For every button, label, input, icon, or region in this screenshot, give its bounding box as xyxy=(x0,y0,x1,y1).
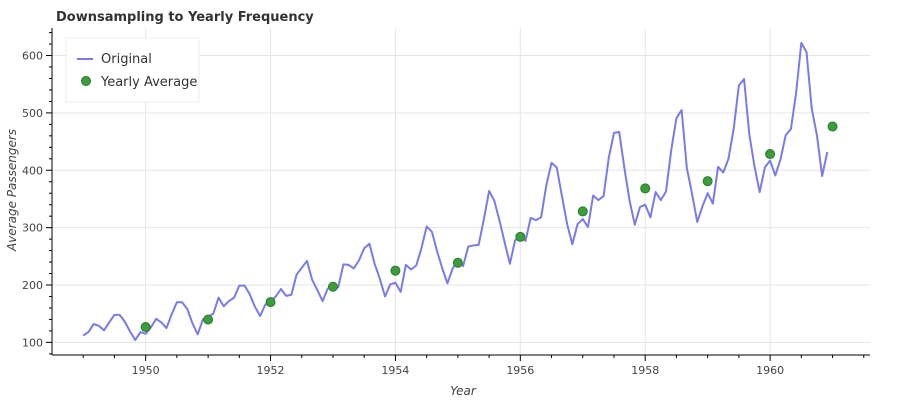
y-tick-label: 400 xyxy=(22,164,43,177)
y-axis-label: Average Passengers xyxy=(5,129,19,252)
axes: 1950 1952 1954 1956 1958 1960 100 200 300 400 500 6… xyxy=(22,28,870,377)
yearly-average-point xyxy=(515,231,526,242)
yearly-average-point xyxy=(577,206,588,217)
legend-marker-swatch xyxy=(81,76,91,86)
y-tick-label: 500 xyxy=(22,107,43,120)
yearly-average-point xyxy=(640,183,651,194)
yearly-average-point xyxy=(265,297,276,308)
yearly-average-point xyxy=(702,176,713,187)
x-tick-label: 1954 xyxy=(381,364,409,377)
y-tick-label: 600 xyxy=(22,50,43,63)
x-tick-label: 1950 xyxy=(132,364,160,377)
y-tick-label: 100 xyxy=(22,336,43,349)
yearly-average-point xyxy=(327,281,338,292)
chart-title: Downsampling to Yearly Frequency xyxy=(56,10,314,25)
legend-label-original: Original xyxy=(101,52,152,67)
yearly-average-point xyxy=(765,149,776,160)
yearly-average-point xyxy=(390,265,401,276)
x-tick-label: 1958 xyxy=(631,364,659,377)
grid xyxy=(52,28,870,355)
x-tick-label: 1952 xyxy=(257,364,285,377)
yearly-average-point xyxy=(140,322,151,333)
legend-label-yearly-average: Yearly Average xyxy=(100,75,197,90)
y-tick-label: 300 xyxy=(22,222,43,235)
yearly-average-point xyxy=(203,314,214,325)
x-axis-label: Year xyxy=(450,384,477,398)
plot-area xyxy=(82,41,838,342)
y-tick-label: 200 xyxy=(22,279,43,292)
legend-box xyxy=(65,37,200,103)
yearly-average-point xyxy=(827,121,838,132)
x-tick-label: 1956 xyxy=(506,364,534,377)
legend: Original Yearly Average xyxy=(65,37,200,103)
yearly-average-point xyxy=(452,257,463,268)
x-tick-label: 1960 xyxy=(756,364,784,377)
